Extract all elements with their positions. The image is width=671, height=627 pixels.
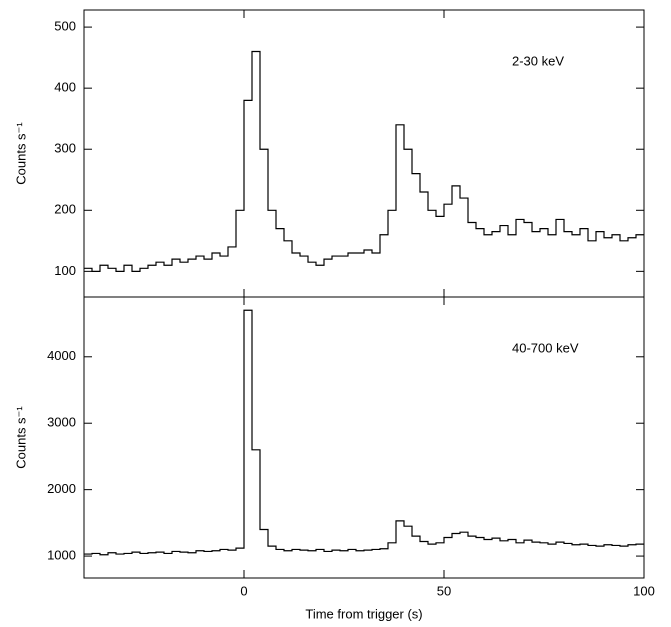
- y-tick-label: 1000: [47, 548, 76, 563]
- data-line: [84, 309, 644, 556]
- y-tick-label: 100: [54, 263, 76, 278]
- y-tick-label: 300: [54, 141, 76, 156]
- y-tick-label: 3000: [47, 415, 76, 430]
- y-tick-label: 500: [54, 19, 76, 34]
- x-tick-label: 50: [437, 583, 451, 598]
- y-tick-label: 2000: [47, 481, 76, 496]
- data-line: [84, 50, 644, 272]
- y-axis-label: Counts s⁻¹: [13, 406, 28, 469]
- y-axis-label: Counts s⁻¹: [13, 122, 28, 185]
- y-tick-label: 200: [54, 202, 76, 217]
- y-tick-label: 4000: [47, 348, 76, 363]
- panel-frame: [83, 296, 645, 579]
- x-tick-label: 100: [633, 583, 655, 598]
- x-axis-label: Time from trigger (s): [305, 606, 422, 621]
- annotation: 40-700 keV: [512, 340, 579, 355]
- x-tick-label: 0: [240, 583, 247, 598]
- annotation: 2-30 keV: [512, 53, 564, 68]
- y-tick-label: 400: [54, 80, 76, 95]
